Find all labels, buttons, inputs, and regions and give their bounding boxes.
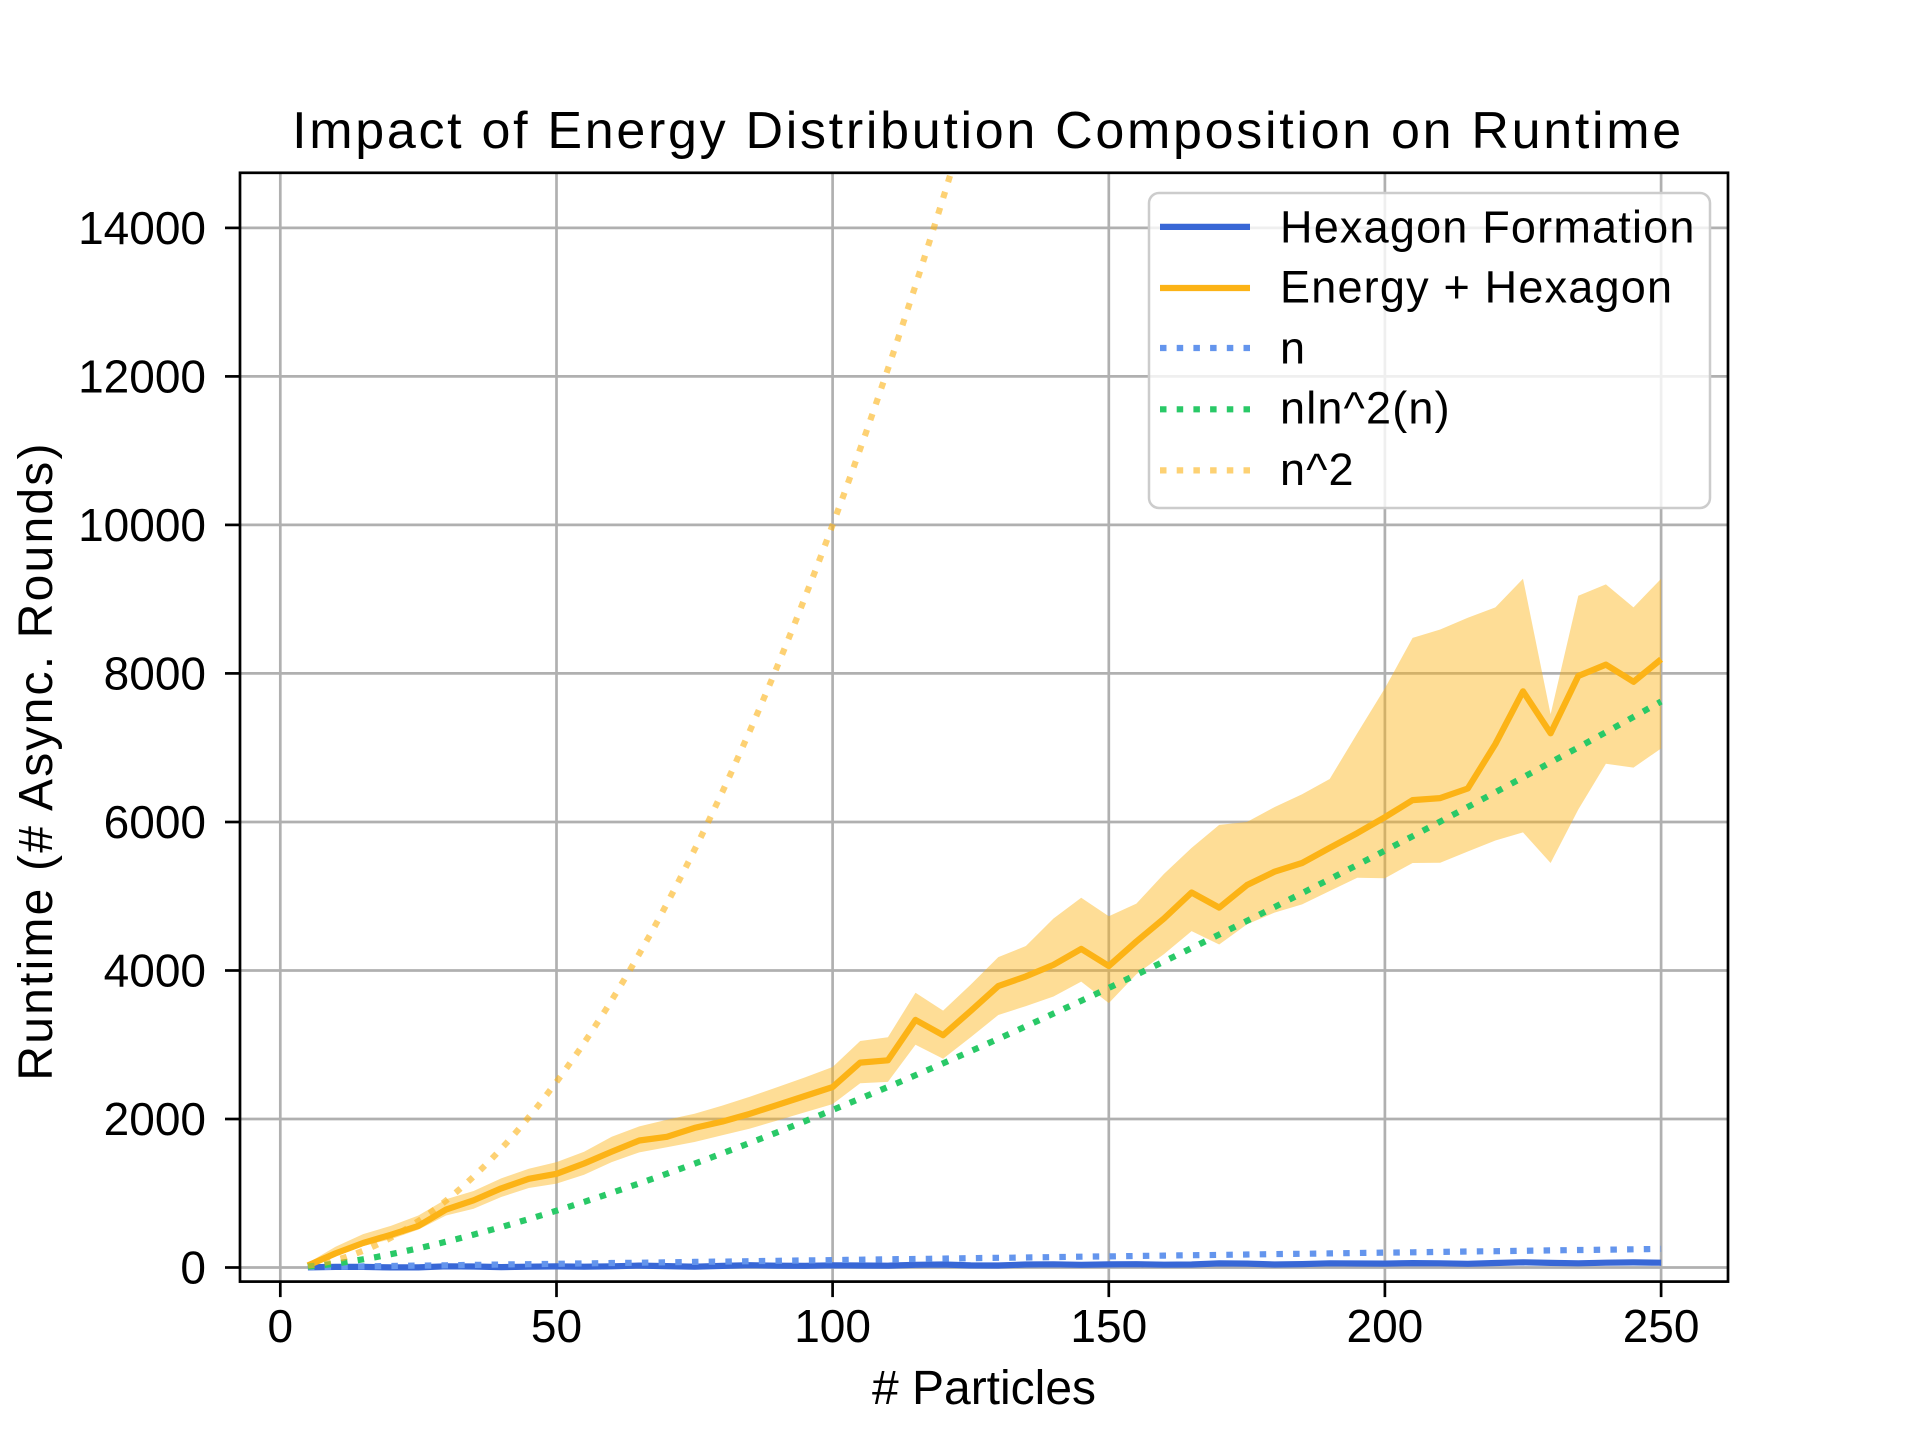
svg-text:Runtime (# Async. Rounds): Runtime (# Async. Rounds) [10, 441, 63, 1080]
svg-text:n^2: n^2 [1280, 444, 1355, 495]
svg-text:200: 200 [1347, 1300, 1424, 1352]
svg-text:100: 100 [794, 1300, 871, 1352]
svg-text:# Particles: # Particles [872, 1362, 1096, 1415]
svg-text:6000: 6000 [104, 796, 206, 848]
svg-text:0: 0 [180, 1242, 206, 1294]
svg-text:nln^2(n): nln^2(n) [1280, 383, 1451, 434]
svg-text:12000: 12000 [78, 350, 206, 402]
svg-text:Energy + Hexagon: Energy + Hexagon [1280, 262, 1673, 313]
svg-text:Impact of Energy Distribution: Impact of Energy Distribution Compositio… [292, 102, 1684, 160]
svg-text:10000: 10000 [78, 499, 206, 551]
svg-text:Hexagon Formation: Hexagon Formation [1280, 202, 1696, 253]
svg-text:0: 0 [268, 1300, 294, 1352]
svg-text:14000: 14000 [78, 202, 206, 254]
svg-text:50: 50 [531, 1300, 582, 1352]
svg-text:250: 250 [1623, 1300, 1700, 1352]
svg-text:n: n [1280, 323, 1306, 374]
svg-text:4000: 4000 [104, 945, 206, 997]
svg-text:150: 150 [1070, 1300, 1147, 1352]
svg-text:2000: 2000 [104, 1093, 206, 1145]
svg-text:8000: 8000 [104, 647, 206, 699]
